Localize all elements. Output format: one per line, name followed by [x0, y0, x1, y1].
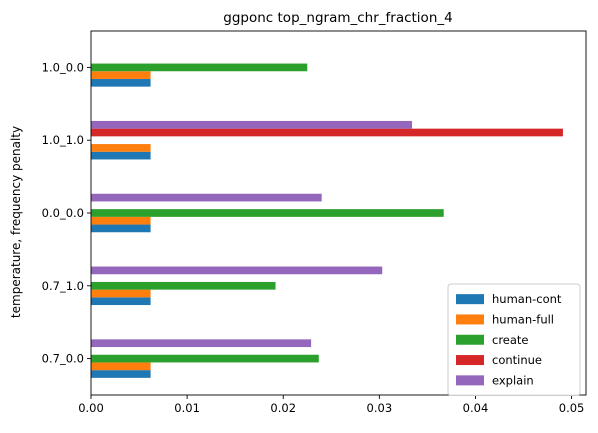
bar-human-full-1-0-1-0	[91, 144, 151, 152]
bar-create-0-7-1-0	[91, 281, 276, 290]
legend-label-human-cont: human-cont	[492, 292, 562, 306]
legend-swatch-continue	[456, 355, 484, 366]
x-tick-label: 0.05	[559, 401, 585, 415]
legend-swatch-create	[456, 334, 484, 345]
bar-explain-0-7-0-0	[91, 339, 312, 348]
bar-create-0-7-0-0	[91, 354, 319, 363]
legend-swatch-human-cont	[456, 294, 484, 305]
legend-label-explain: explain	[492, 373, 534, 387]
bar-human-cont-1-0-1-0	[91, 151, 151, 160]
axes-layer: 0.00 0.01 0.02 0.03 0.04 0.05 0.7_0.0 0.7_1.0 0.…	[42, 30, 587, 415]
legend-label-continue: continue	[492, 353, 542, 367]
bar-human-cont-0-0-0-0	[91, 224, 151, 233]
legend: human-cont human-full create continue explai…	[447, 283, 581, 396]
bar-explain-0-0-0-0	[91, 193, 322, 202]
bar-create-0-0-0-0	[91, 209, 444, 217]
x-tick-label: 0.00	[78, 401, 104, 415]
x-tick-label: 0.03	[367, 401, 393, 415]
bar-human-cont-0-7-0-0	[91, 370, 151, 378]
x-tick-label: 0.02	[270, 401, 296, 415]
bar-continue-1-0-1-0	[91, 128, 563, 137]
x-tick-label: 0.01	[174, 401, 200, 415]
legend-label-human-full: human-full	[492, 312, 554, 326]
legend-swatch-explain	[456, 375, 484, 386]
legend-box	[447, 283, 581, 396]
y-tick-label: 0.7_1.0	[42, 279, 84, 293]
y-tick-label: 0.0_0.0	[42, 206, 84, 220]
bar-human-full-0-0-0-0	[91, 216, 151, 225]
y-tick-label: 0.7_0.0	[42, 352, 84, 366]
x-tick-label: 0.04	[463, 401, 489, 415]
bars-layer	[91, 63, 563, 378]
bar-human-full-0-7-1-0	[91, 289, 151, 298]
legend-swatch-human-full	[456, 314, 484, 325]
y-tick-label: 1.0_1.0	[42, 133, 84, 147]
bar-human-cont-0-7-1-0	[91, 297, 151, 306]
chart-title: ggponc top_ngram_chr_fraction_4	[223, 10, 452, 26]
bar-create-1-0-0-0	[91, 63, 308, 72]
y-tick-label: 1.0_0.0	[42, 60, 84, 74]
bar-explain-1-0-1-0	[91, 120, 413, 129]
legend-label-create: create	[492, 333, 529, 347]
y-axis-label: temperature, frequency penalty	[9, 126, 23, 318]
bar-human-cont-1-0-0-0	[91, 78, 151, 87]
bar-human-full-1-0-0-0	[91, 71, 151, 79]
bar-explain-0-7-1-0	[91, 266, 383, 275]
bar-human-full-0-7-0-0	[91, 362, 151, 371]
